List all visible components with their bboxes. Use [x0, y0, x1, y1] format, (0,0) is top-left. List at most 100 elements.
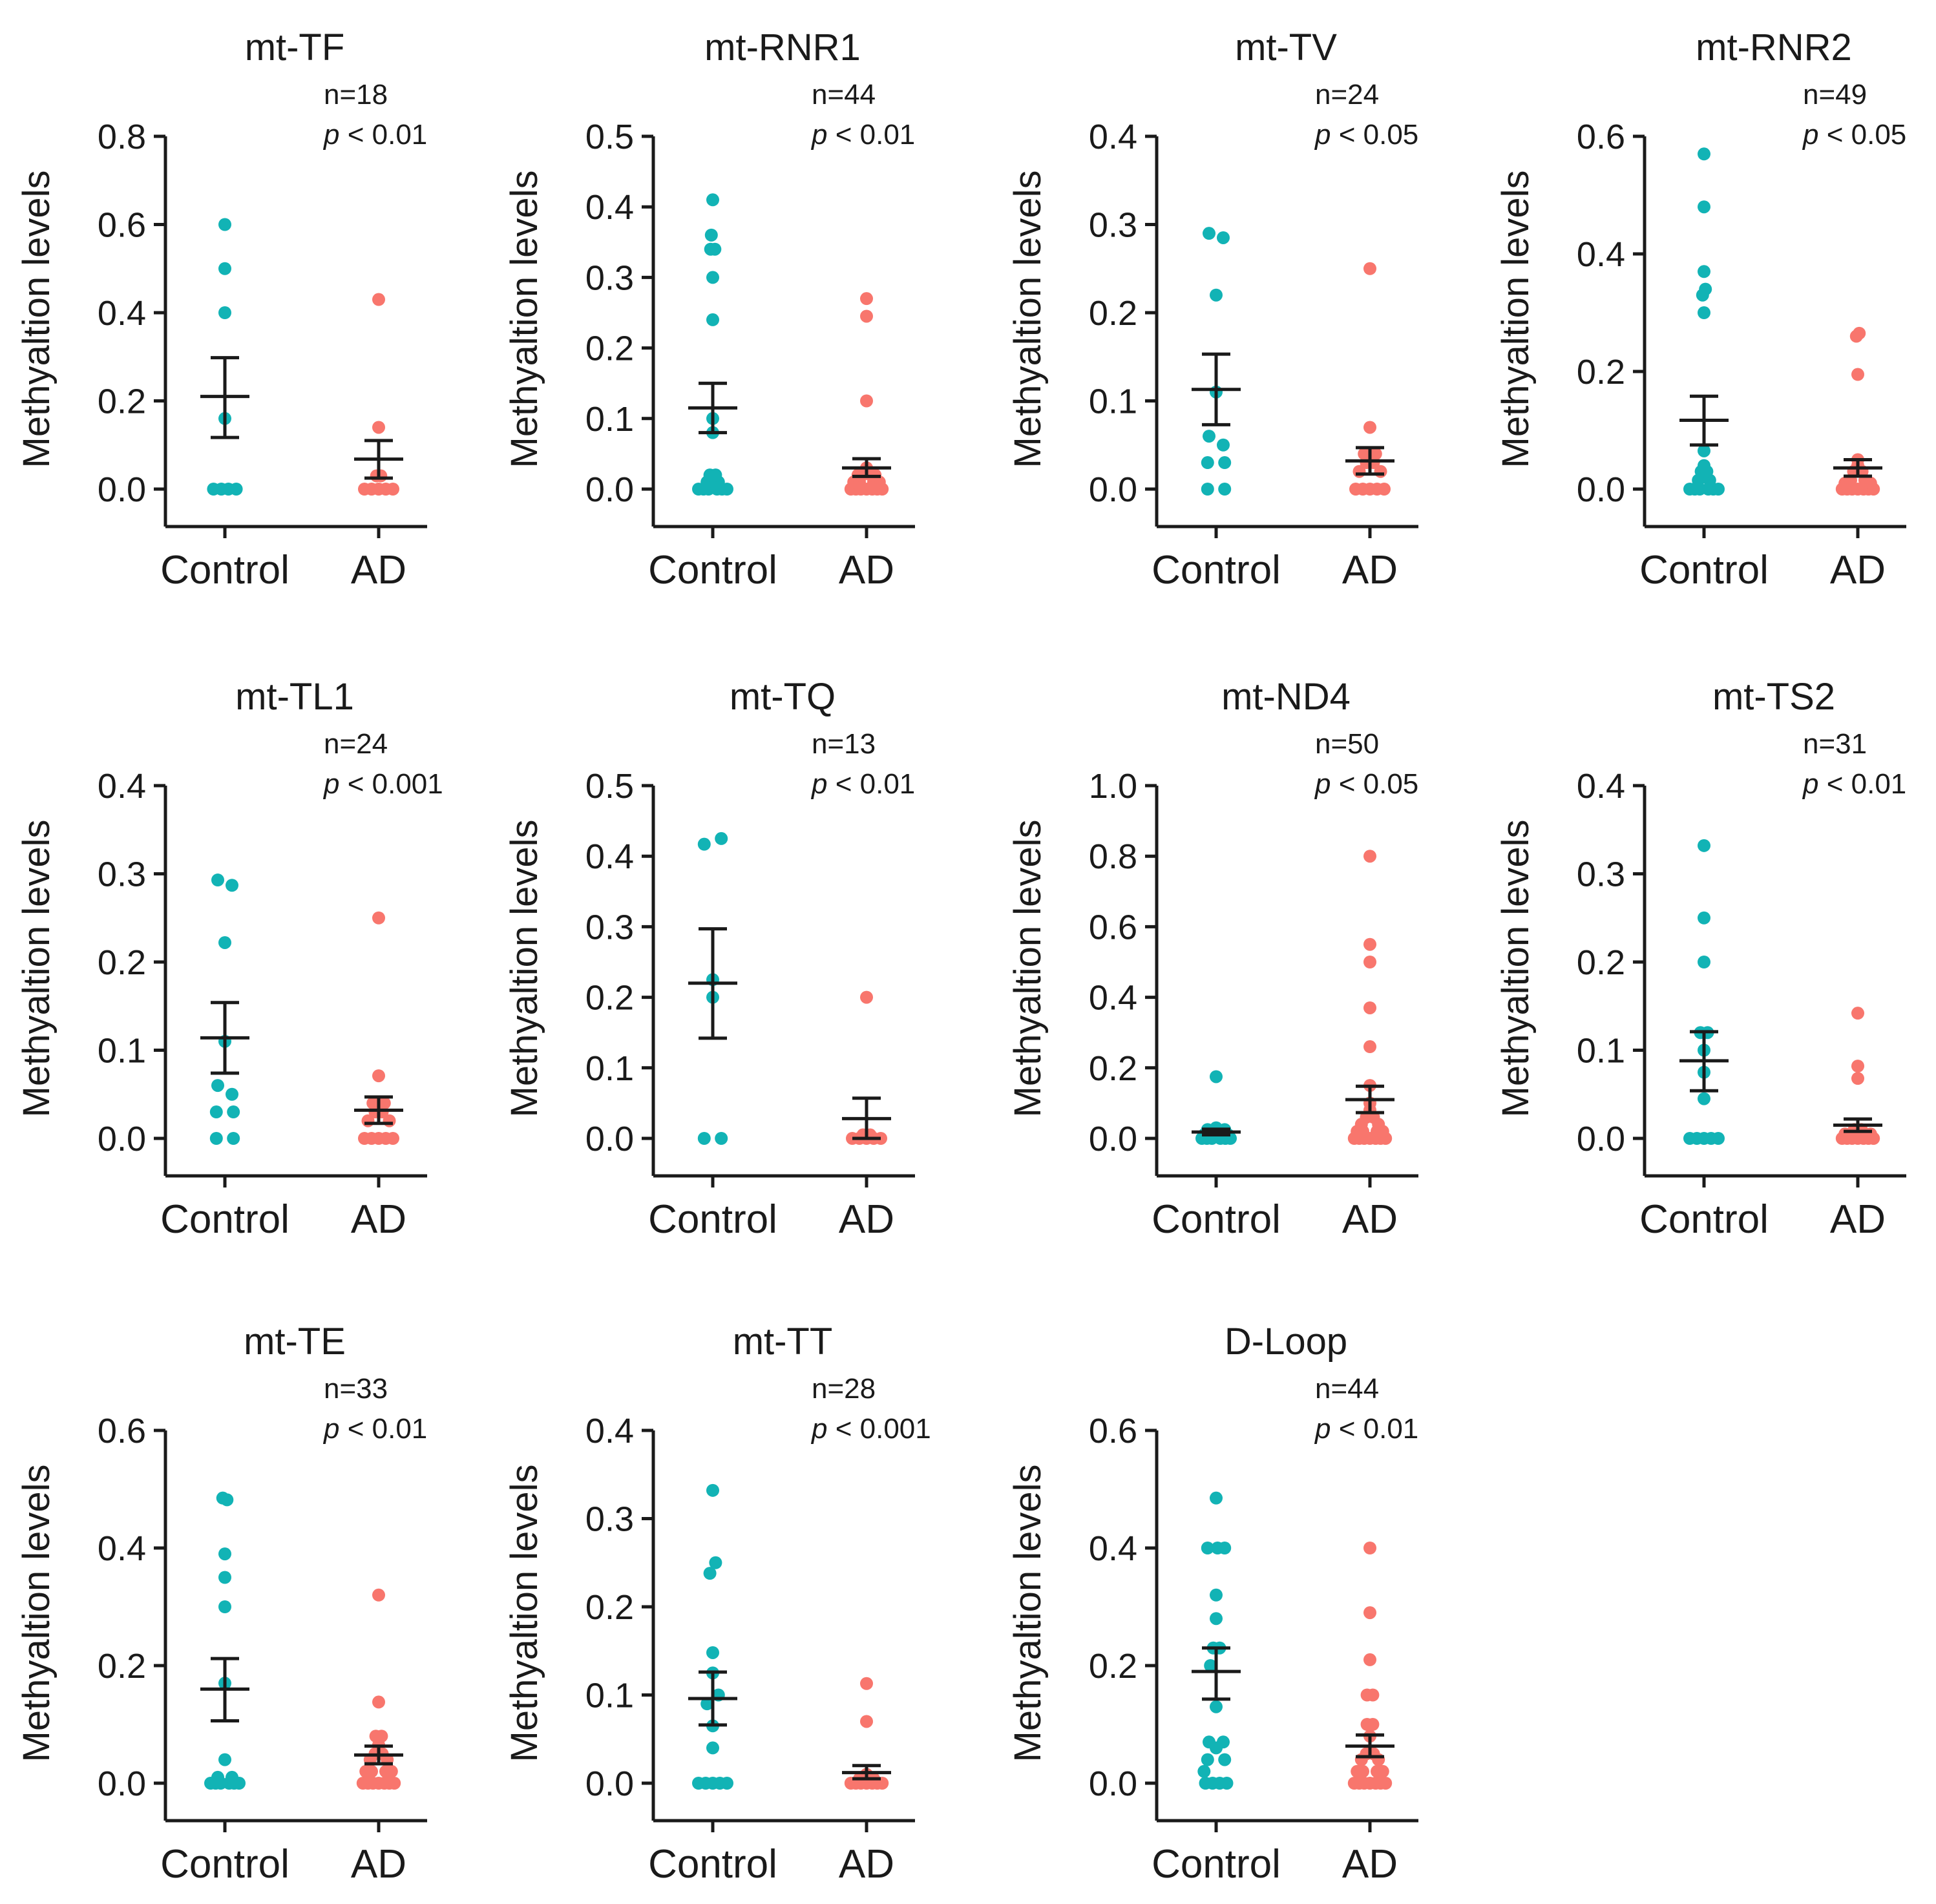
- y-tick-label: 0.4: [585, 837, 634, 876]
- data-point-ad: [372, 1695, 385, 1709]
- y-tick-label: 0.2: [1089, 1049, 1137, 1088]
- data-point-control: [1210, 1612, 1223, 1626]
- panel-mt-nd4: mt-ND4 n=50 p < 0.05 0.0 0.2 0.4 0.6 0.8 1.0 Meth…: [1007, 676, 1418, 1242]
- panel-title: mt-TQ: [730, 676, 836, 718]
- y-axis-label: Methyaltion levels: [503, 171, 545, 468]
- panel-mt-rnr2: mt-RNR2 n=49 p < 0.05 0.0 0.2 0.4 0.6 Methyalti…: [1495, 26, 1906, 592]
- data-point-control: [1218, 1542, 1232, 1554]
- y-tick-label: 0.4: [1089, 118, 1137, 156]
- sample-size-label: n=13: [812, 728, 876, 760]
- y-tick-label: 0.6: [1577, 118, 1625, 156]
- x-tick-label-ad: AD: [839, 548, 894, 592]
- y-axis-label: Methyaltion levels: [16, 820, 58, 1118]
- data-point-ad: [386, 483, 399, 496]
- data-point-ad: [1851, 1072, 1864, 1085]
- data-point-control: [1210, 1070, 1223, 1083]
- data-point-ad: [372, 1588, 385, 1602]
- sample-size-label: n=31: [1803, 728, 1867, 760]
- data-point-control: [1217, 438, 1230, 452]
- data-point-ad: [1363, 1040, 1376, 1054]
- data-point-ad: [372, 421, 385, 434]
- x-tick-label-control: Control: [1152, 1842, 1281, 1887]
- data-point-control: [709, 468, 722, 482]
- data-point-control: [1201, 1753, 1214, 1766]
- y-tick-label: 0.0: [585, 470, 634, 509]
- x-tick-label-ad: AD: [351, 1842, 406, 1887]
- data-point-ad: [1369, 447, 1382, 461]
- panel-d-loop: D-Loop n=44 p < 0.01 0.0 0.2 0.4 0.6 Methyaltio…: [1007, 1321, 1418, 1887]
- data-point-control: [211, 1770, 224, 1784]
- y-tick-label: 0.0: [585, 1120, 634, 1158]
- y-tick-label: 0.8: [98, 118, 146, 156]
- data-point-control: [1218, 1753, 1232, 1766]
- data-point-control: [715, 832, 728, 845]
- data-point-control: [211, 874, 224, 887]
- data-point-ad: [1379, 1777, 1393, 1790]
- y-tick-label: 0.4: [585, 188, 634, 227]
- data-point-ad: [1851, 368, 1864, 381]
- data-point-ad: [1851, 1007, 1864, 1020]
- y-tick-label: 0.4: [1577, 235, 1625, 274]
- data-point-control: [1203, 1735, 1215, 1749]
- y-axis-label: Methyaltion levels: [503, 820, 545, 1118]
- data-point-ad: [1363, 421, 1376, 434]
- panel-title: mt-TL1: [235, 676, 354, 718]
- p-value-label: p < 0.05: [1314, 119, 1418, 151]
- data-point-ad: [1366, 1688, 1380, 1702]
- y-tick-label: 0.0: [1089, 1120, 1137, 1158]
- data-point-control: [211, 1079, 224, 1093]
- x-tick-label-ad: AD: [351, 548, 406, 592]
- x-tick-label-ad: AD: [839, 1197, 894, 1242]
- sample-size-label: n=33: [324, 1373, 388, 1405]
- data-point-control: [706, 313, 719, 326]
- data-point-control: [1220, 1777, 1234, 1790]
- data-point-control: [1698, 459, 1710, 472]
- x-tick-label-ad: AD: [1342, 1842, 1398, 1887]
- data-point-control: [721, 1777, 733, 1790]
- data-point-control: [700, 1697, 714, 1711]
- data-point-ad: [388, 1777, 401, 1790]
- data-point-control: [706, 1741, 719, 1755]
- p-value-label: p < 0.05: [1314, 768, 1418, 800]
- panel-mt-tq: mt-TQ n=13 p < 0.01 0.0 0.1 0.2 0.3 0.4 0.5 Methy…: [503, 676, 915, 1242]
- y-tick-label: 0.0: [98, 1764, 146, 1803]
- data-point-control: [1712, 483, 1725, 496]
- y-tick-label: 0.2: [98, 382, 146, 421]
- data-point-ad: [1358, 447, 1371, 461]
- data-point-control: [1203, 227, 1215, 240]
- y-tick-label: 0.0: [1089, 1764, 1137, 1803]
- panel-title: mt-RNR1: [704, 26, 861, 68]
- panel-mt-tt: mt-TT n=28 p < 0.001 0.0 0.1 0.2 0.3 0.4 Methyal…: [503, 1321, 931, 1887]
- data-point-ad: [365, 1764, 378, 1778]
- x-tick-label-control: Control: [648, 1197, 777, 1242]
- y-tick-label: 0.6: [98, 1412, 146, 1450]
- y-tick-label: 0.0: [1577, 1120, 1625, 1158]
- x-tick-label-control: Control: [160, 548, 289, 592]
- data-point-control: [1197, 1764, 1211, 1778]
- data-point-control: [209, 1105, 223, 1119]
- data-point-control: [218, 218, 231, 231]
- data-point-control: [218, 1600, 231, 1613]
- data-point-ad: [1378, 483, 1391, 496]
- data-point-control: [1698, 306, 1710, 319]
- panel-title: mt-TT: [733, 1321, 833, 1363]
- sample-size-label: n=49: [1803, 79, 1867, 110]
- data-point-control: [1203, 430, 1215, 443]
- data-point-ad: [377, 1096, 391, 1110]
- data-point-ad: [1363, 956, 1376, 968]
- y-tick-label: 0.5: [585, 118, 634, 156]
- data-point-control: [1698, 147, 1710, 161]
- data-point-ad: [860, 309, 873, 323]
- x-tick-label-control: Control: [648, 1842, 777, 1887]
- data-point-control: [1698, 911, 1710, 925]
- p-value-label: p < 0.01: [810, 119, 915, 151]
- data-point-control: [227, 1132, 240, 1145]
- panel-mt-te: mt-TE n=33 p < 0.01 0.0 0.2 0.4 0.6 Methyaltion…: [16, 1321, 427, 1887]
- data-point-control: [708, 242, 722, 256]
- x-tick-label-ad: AD: [839, 1842, 894, 1887]
- data-point-control: [709, 1556, 722, 1569]
- y-tick-label: 0.4: [1089, 979, 1137, 1018]
- y-tick-label: 0.3: [585, 1500, 634, 1539]
- x-tick-label-control: Control: [160, 1842, 289, 1887]
- x-tick-label-control: Control: [1639, 548, 1769, 592]
